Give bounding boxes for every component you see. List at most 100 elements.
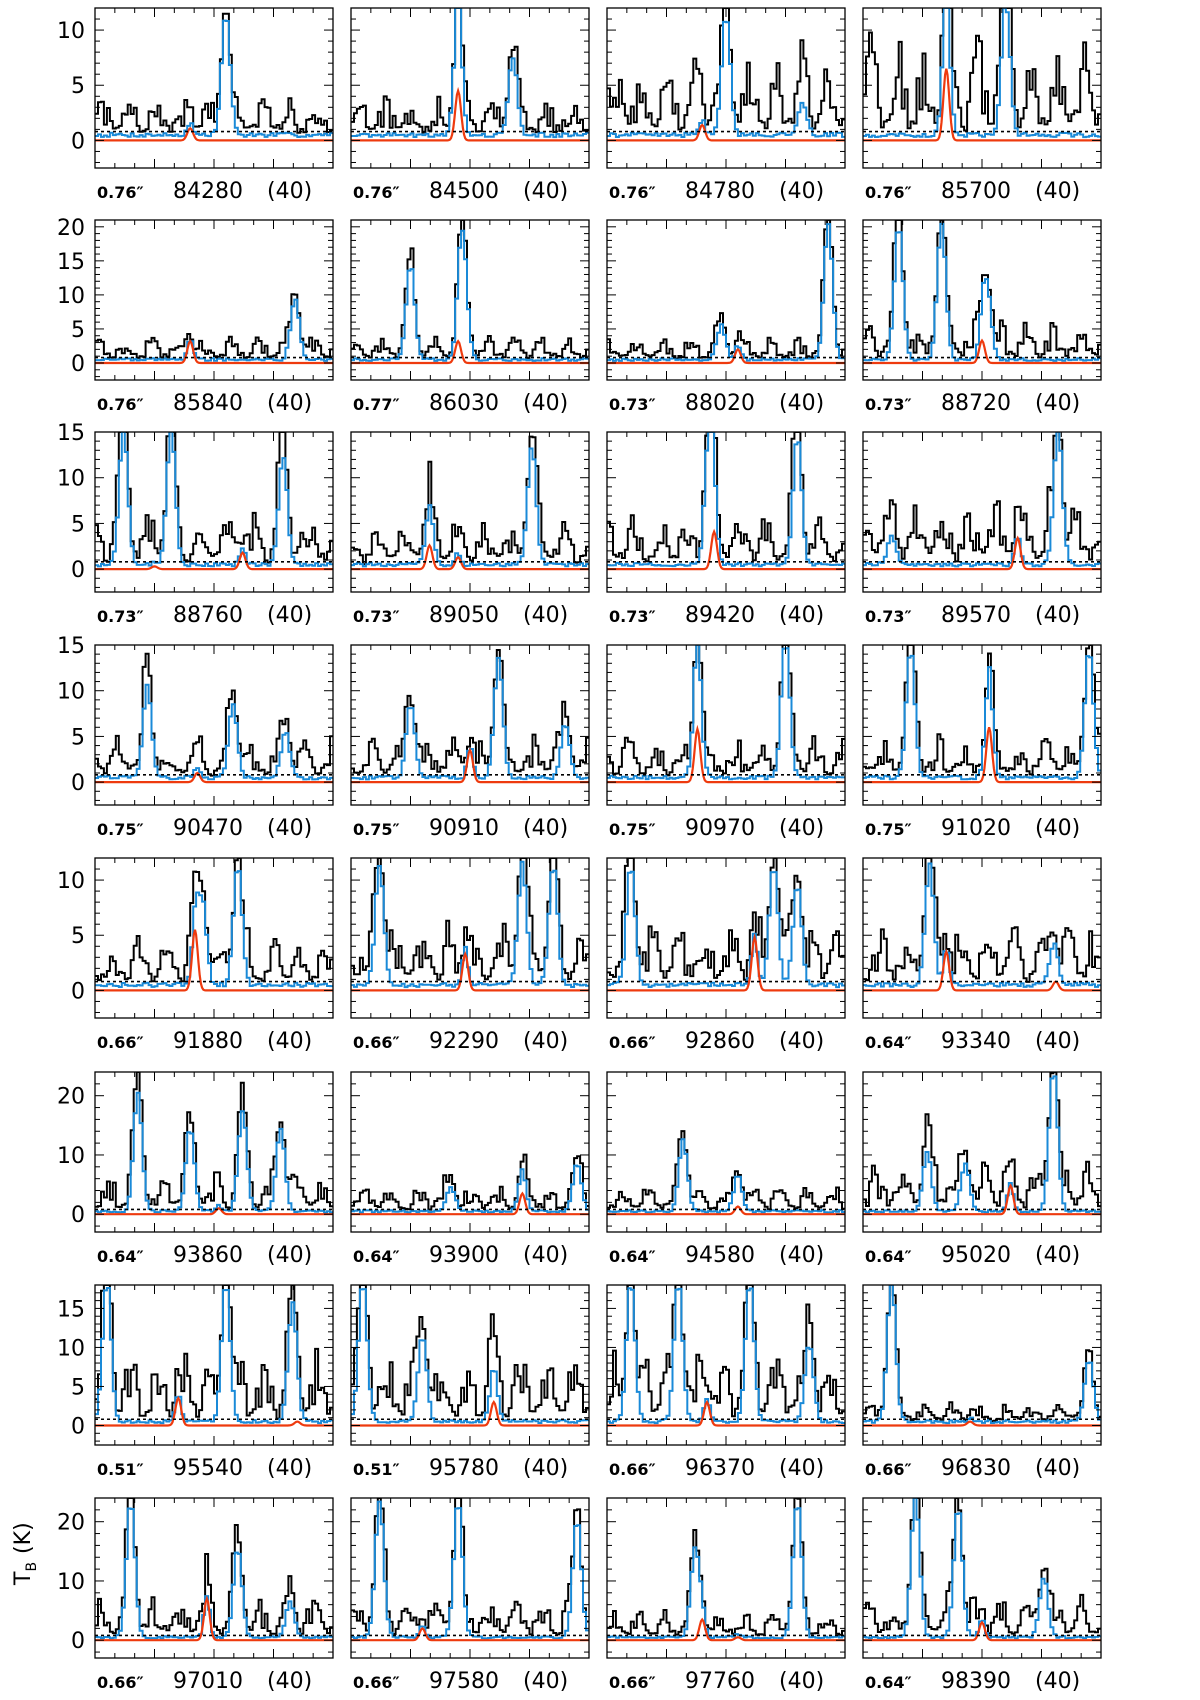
rms-label: (40): [523, 179, 568, 204]
species-model-spectrum: [351, 86, 589, 142]
full-model-spectrum: [607, 1287, 845, 1425]
full-model-spectrum: [607, 20, 845, 138]
y-tick-label: 10: [57, 1144, 85, 1169]
observed-spectrum: [607, 8, 845, 131]
full-model-spectrum: [95, 683, 333, 781]
rms-label: (40): [779, 179, 824, 204]
panel-plot-area: [351, 1285, 589, 1427]
y-tick-label: 10: [57, 869, 85, 894]
observed-spectrum: [863, 1072, 1101, 1209]
y-tick-label: 0: [71, 1203, 85, 1228]
panel-plot-area: [863, 1072, 1101, 1216]
panel-frame: [350, 1071, 590, 1233]
spectrum-panel: 0.66″ 97580 (40): [350, 1497, 590, 1694]
y-tick-label: 15: [57, 250, 85, 275]
spectrum-panel: 0.75″ 91020 (40): [862, 644, 1102, 841]
observed-spectrum: [863, 8, 1101, 132]
frequency-label: 91020: [941, 816, 1011, 841]
full-model-spectrum: [607, 432, 845, 568]
beam-size-label: 0.76″: [353, 183, 400, 202]
beam-size-label: 0.66″: [97, 1033, 144, 1052]
species-model-spectrum: [95, 551, 333, 571]
species-model-spectrum: [351, 1626, 589, 1642]
observed-spectrum: [351, 8, 589, 134]
panel-plot-area: [95, 432, 333, 571]
spectrum-panel: 0.73″ 88720 (40): [862, 219, 1102, 416]
observed-spectrum: [95, 858, 333, 983]
observed-spectrum: [351, 435, 589, 566]
full-model-spectrum: [95, 19, 333, 138]
frequency-label: 97580: [429, 1669, 499, 1694]
species-model-spectrum: [863, 1183, 1101, 1216]
species-model-spectrum: [351, 1191, 589, 1216]
frequency-label: 85700: [941, 179, 1011, 204]
spectrum-panel: 0.76″ 85700 (40): [862, 7, 1102, 204]
y-tick-label: 20: [57, 1511, 85, 1536]
full-model-spectrum: [95, 298, 333, 362]
rms-label: (40): [1035, 1456, 1080, 1481]
rms-label: (40): [1035, 391, 1080, 416]
y-tick-label: 5: [71, 512, 85, 537]
y-tick-label: 15: [57, 634, 85, 659]
beam-size-label: 0.64″: [865, 1673, 912, 1692]
spectrum-panel: 0.66″ 92860 (40): [606, 857, 846, 1054]
panel-plot-area: [863, 1498, 1101, 1642]
full-model-spectrum: [863, 654, 1101, 781]
spectrum-panel: 0.51″ 95780 (40): [350, 1284, 590, 1481]
species-model-spectrum: [863, 338, 1101, 365]
observed-spectrum: [351, 649, 589, 774]
spectrum-panel: 0.66″ 92290 (40): [350, 857, 590, 1054]
panel-plot-area: [95, 12, 333, 142]
full-model-spectrum: [863, 1075, 1101, 1214]
species-model-spectrum: [607, 1617, 845, 1642]
beam-size-label: 0.73″: [865, 395, 912, 414]
beam-size-label: 0.76″: [865, 183, 912, 202]
observed-spectrum: [351, 1285, 589, 1418]
full-model-spectrum: [351, 1500, 589, 1640]
full-model-spectrum: [351, 1288, 589, 1424]
beam-size-label: 0.66″: [609, 1033, 656, 1052]
panel-plot-area: [95, 652, 333, 784]
frequency-label: 92860: [685, 1029, 755, 1054]
y-tick-label: 0: [71, 1414, 85, 1439]
spectrum-panel: 0 10 20 0.66″ 97010 (40): [57, 1497, 334, 1694]
spectrum-panel: 0 5 10 15 0.51″ 95540 (40): [57, 1284, 334, 1481]
frequency-label: 95540: [173, 1456, 243, 1481]
y-tick-label: 10: [57, 1570, 85, 1595]
beam-size-label: 0.66″: [353, 1673, 400, 1692]
rms-label: (40): [267, 1029, 312, 1054]
rms-label: (40): [267, 603, 312, 628]
frequency-label: 95020: [941, 1243, 1011, 1268]
full-model-spectrum: [351, 8, 589, 139]
y-tick-label: 15: [57, 1297, 85, 1322]
panel-plot-area: [607, 220, 845, 365]
frequency-label: 98390: [941, 1669, 1011, 1694]
beam-size-label: 0.73″: [609, 395, 656, 414]
spectrum-panel: 0.73″ 88020 (40): [606, 219, 846, 416]
full-model-spectrum: [95, 870, 333, 988]
panel-frame: [94, 857, 334, 1019]
panel-plot-area: [863, 432, 1101, 571]
species-model-spectrum: [95, 1207, 333, 1216]
panel-plot-area: [95, 293, 333, 365]
frequency-label: 88020: [685, 391, 755, 416]
panel-plot-area: [607, 1498, 845, 1642]
observed-spectrum: [863, 432, 1101, 563]
full-model-spectrum: [863, 432, 1101, 568]
rms-label: (40): [523, 391, 568, 416]
species-model-spectrum: [863, 1420, 1101, 1427]
observed-spectrum: [95, 432, 333, 564]
observed-spectrum: [863, 645, 1101, 776]
panel-plot-area: [351, 649, 589, 784]
observed-spectrum: [607, 1285, 845, 1418]
spectrum-panel: 0.64″ 98390 (40): [862, 1497, 1102, 1694]
y-tick-label: 10: [57, 284, 85, 309]
observed-spectrum: [607, 1498, 845, 1636]
spectrum-panel: 0.64″ 93900 (40): [350, 1071, 590, 1268]
frequency-label: 93860: [173, 1243, 243, 1268]
rms-label: (40): [267, 179, 312, 204]
frequency-label: 89050: [429, 603, 499, 628]
panel-plot-area: [863, 858, 1101, 992]
panels-grid: 0 5 10 0.76″ 84280 (40) 0.76″ 84500 (40) 0.76″ 847…: [57, 7, 1102, 1694]
